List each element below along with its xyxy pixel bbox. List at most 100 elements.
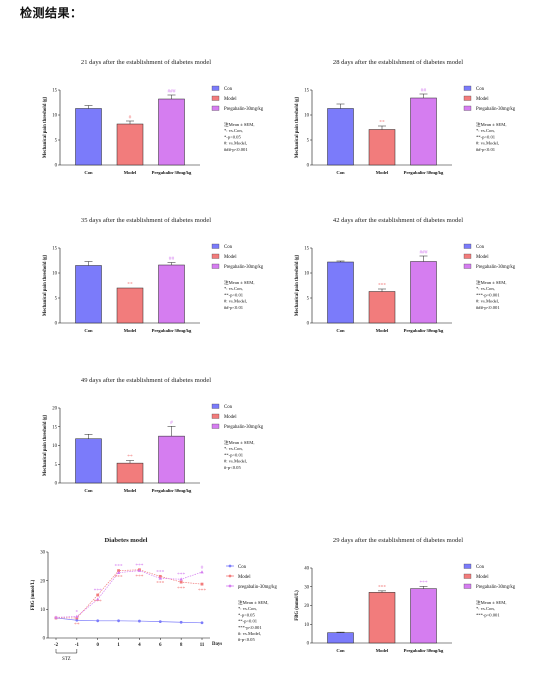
x-category-label: Model [124,328,137,333]
stat-note: **-p<0.01 [238,619,258,624]
data-point [96,619,100,623]
bar-pregabalin-30mg-kg [158,98,185,166]
chart-day21: 21 days after the establishment of diabe… [20,50,282,190]
significance-mark: ** [127,282,133,288]
legend-marker [228,574,232,578]
stat-note: *: vs.Con, [476,128,495,134]
bar-pregabalin-30mg-kg [410,97,437,166]
legend-swatch [463,243,472,249]
significance-mark: ** [379,120,385,126]
y-tick-label: 15 [52,89,57,94]
y-tick-label: 5 [55,297,58,302]
chart-svg: 49 days after the establishment of diabe… [43,377,264,493]
x-category-label: Con [84,488,93,493]
legend-swatch [211,105,220,111]
y-tick-label: 15 [52,425,57,430]
significance-mark: *** [156,569,164,575]
data-point [54,615,58,619]
significance-mark: * [76,610,79,616]
significance-mark: *** [94,599,102,605]
significance-mark: *** [135,574,143,580]
data-point [179,577,183,581]
bar-con [75,265,102,324]
stat-note: #: vs.Model, [476,141,499,147]
stat-note: ###-p<0.001 [476,305,500,310]
stat-note: **-p<0.01 [224,452,244,457]
stat-note: *-p<0.05 [238,612,255,617]
data-point [117,619,120,623]
chart-title: 35 days after the establishment of diabe… [81,217,211,224]
data-point [200,582,204,586]
legend-swatch [463,95,472,101]
y-tick-label: 10 [52,272,57,277]
legend-swatch [463,263,472,269]
results-heading: 检测结果： [20,6,83,20]
y-tick-label: 0 [55,482,58,487]
x-category-label: Pregabalin-30mg/kg [152,488,192,493]
x-category-label: Con [336,648,345,653]
stat-note: 注Mean ± SEM, [224,439,254,446]
legend-label: Con [238,565,247,570]
legend-label: Con [224,405,233,410]
chart-diabetes-model: Diabetes model 0 10 20 30 FBG (mmol/L) -2 -1 0 1 4… [20,528,282,678]
stat-note: ##-p<0.01 [224,305,244,310]
stat-note: #: vs.Model, [224,459,247,465]
stat-note: 注Mean ± SEM, [476,599,506,606]
y-tick-label: 10 [304,272,309,277]
legend-marker [228,584,232,588]
stat-note: 注Mean ± SEM, [224,121,254,128]
legend-swatch [211,403,220,409]
x-tick-label: 1 [117,643,120,648]
legend-swatch [211,263,220,269]
legend-label: pregabalin-30mg/kg [238,585,277,590]
x-category-label: Con [336,170,345,175]
chart-svg: Diabetes model 0 10 20 30 FBG (mmol/L) -2 -1 0 1 4… [31,537,277,662]
y-tick-label: 15 [304,89,309,94]
bar-con [75,438,102,484]
legend-label: Model [224,415,237,420]
y-tick-label: 5 [307,297,310,302]
significance-mark: *** [419,580,427,586]
significance-mark: ** [127,454,133,460]
significance-mark: ### [419,250,427,256]
x-category-label: Pregabalin-30mg/kg [152,328,192,333]
bar-model [116,462,144,484]
legend-label: Con [476,87,485,92]
y-tick-label: 5 [55,463,58,468]
chart-svg: 28 days after the establishment of diabe… [295,59,516,175]
legend-label: Model [238,575,251,580]
stat-note: *: vs.Con, [476,286,495,292]
legend-label: Con [476,245,485,250]
significance-mark: ## [421,88,427,94]
significance-mark: *** [198,588,206,594]
stat-note: ##-p<0.01 [476,147,496,152]
chart-svg: 29 days after the establishment of diabe… [295,537,516,653]
legend-swatch [211,85,220,91]
x-tick-label: 6 [159,643,162,648]
y-tick-label: 20 [304,604,309,609]
legend-label: Model [476,255,489,260]
stat-note: #: vs.Model, [476,299,499,305]
y-tick-label: 15 [52,247,57,252]
y-tick-label: 30 [304,585,309,590]
data-point [179,620,183,624]
legend-swatch [463,583,472,589]
significance-mark: *** [177,572,185,578]
x-category-label: Pregabalin-30mg/kg [404,648,444,653]
x-tick-label: 0 [97,643,100,648]
y-axis-label: Mechanical pain threshold (g) [43,414,48,476]
chart-svg: 35 days after the establishment of diabe… [43,217,264,333]
data-point [137,568,142,572]
legend-swatch [211,95,220,101]
legend-label: Pregabalin-30mg/kg [476,585,516,590]
series-line-0 [55,617,203,624]
data-point [158,574,162,578]
stat-note: ###-p<0.001 [224,147,248,152]
y-tick-label: 30 [40,551,45,556]
significance-mark: *** [135,563,143,569]
stat-note: *: vs.Con, [476,606,495,612]
significance-mark: # [201,565,204,571]
bar-model [368,291,396,324]
legend-label: Pregabalin-30mg/kg [476,107,516,112]
y-axis-label: FBG (mmol/L) [31,579,36,610]
